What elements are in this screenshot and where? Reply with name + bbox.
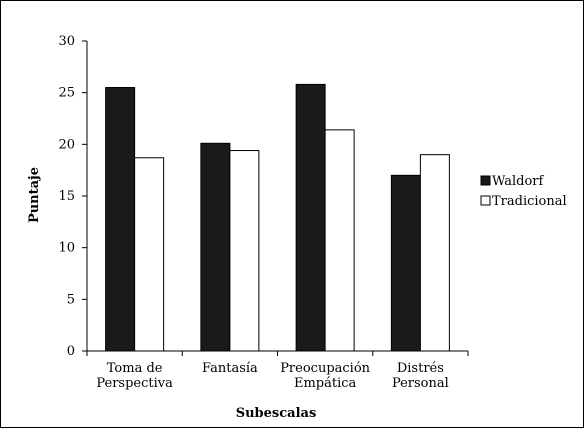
y-tick-label: 5 bbox=[67, 292, 75, 307]
y-tick-label: 0 bbox=[67, 344, 75, 359]
y-tick-label: 10 bbox=[58, 241, 75, 256]
x-category-label: Distrés bbox=[397, 361, 444, 376]
y-tick-label: 25 bbox=[58, 86, 75, 101]
x-category-label: Toma de bbox=[107, 361, 163, 376]
x-category-label: Perspectiva bbox=[96, 376, 173, 391]
x-category-label: Fantasía bbox=[202, 361, 258, 376]
bar-waldorf-4 bbox=[390, 174, 421, 352]
x-category-label: Personal bbox=[392, 376, 449, 391]
x-category-label: Preocupación bbox=[280, 361, 370, 376]
bar-tradicional-3 bbox=[324, 129, 355, 352]
x-category-label: Empática bbox=[294, 376, 357, 391]
y-tick-label: 30 bbox=[58, 34, 75, 49]
legend-label-tradicional: Tradicional bbox=[492, 194, 567, 209]
legend: Waldorf Tradicional bbox=[480, 174, 567, 209]
x-axis-title: Subescalas bbox=[236, 406, 317, 421]
bar-tradicional-1 bbox=[134, 157, 165, 352]
bar-waldorf-2 bbox=[200, 142, 231, 352]
bar-tradicional-4 bbox=[419, 154, 450, 352]
bar-waldorf-1 bbox=[105, 87, 136, 352]
bar-tradicional-2 bbox=[229, 150, 260, 352]
y-tick-label: 20 bbox=[58, 137, 75, 152]
y-tick-label: 15 bbox=[58, 189, 75, 204]
legend-label-waldorf: Waldorf bbox=[492, 174, 545, 189]
y-axis-title: Puntaje bbox=[27, 167, 42, 223]
legend-swatch-waldorf bbox=[480, 175, 491, 186]
legend-swatch-tradicional bbox=[480, 195, 491, 206]
bar-waldorf-3 bbox=[295, 83, 326, 352]
